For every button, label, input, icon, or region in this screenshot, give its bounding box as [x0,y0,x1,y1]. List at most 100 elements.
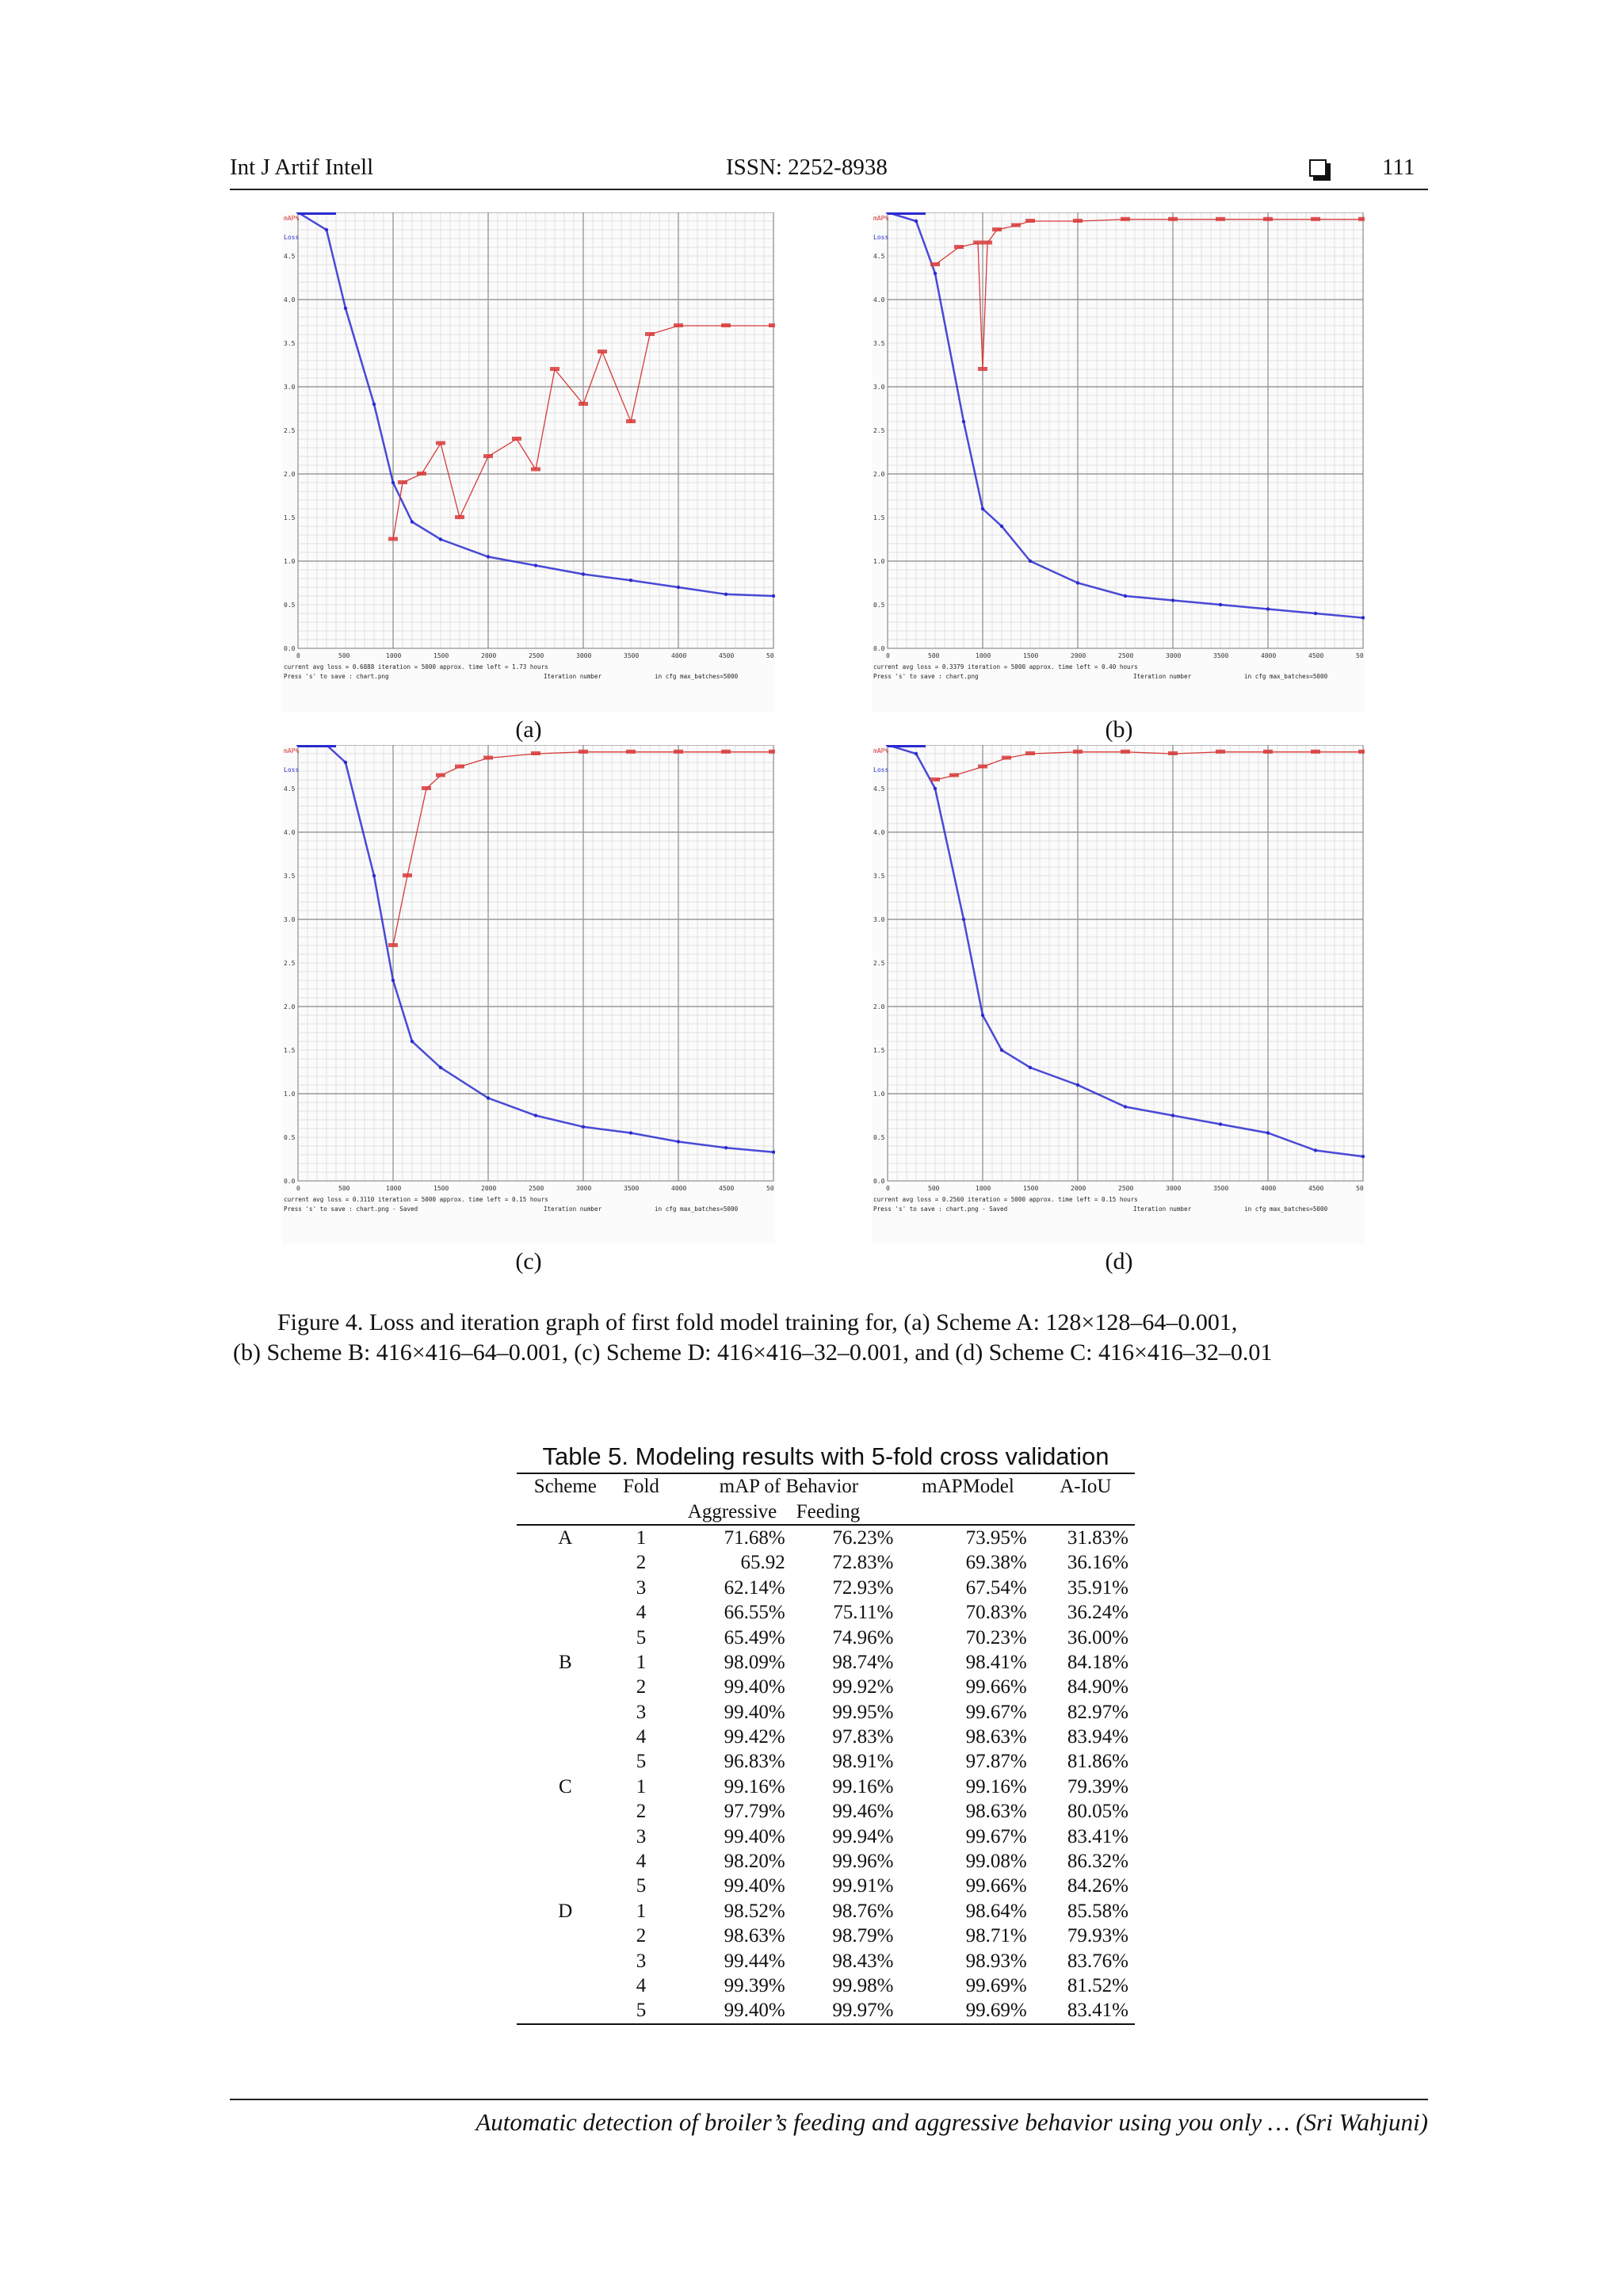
cell-scheme: B [558,1651,572,1673]
loss-point [296,212,300,215]
x-tick-label: 50 [766,652,774,659]
cell-map-model: 70.83% [965,1602,1027,1624]
map-point [598,350,607,353]
cell-fold: 2 [636,1801,647,1823]
map-point [978,764,987,769]
x-tick-label: 3000 [1166,1185,1181,1192]
table-row: 5 99.40% 99.91% 99.66% 84.26% [517,1874,1135,1898]
y-tick-label: 2.5 [284,960,296,967]
cell-aggressive: 99.42% [724,1726,785,1748]
cell-aggressive: 65.49% [724,1626,785,1648]
status-line: current avg loss = 0.6888 iteration = 50… [284,663,548,670]
cell-fold: 3 [636,1950,647,1972]
y-tick-label: 0.5 [873,1134,885,1141]
cell-aiou: 82.97% [1067,1701,1128,1723]
table-row: 5 99.40% 99.97% 99.69% 83.41% [517,1998,1135,2025]
x-axis-label: Iteration number [1133,673,1192,680]
y-tick-label: 1.0 [873,1091,885,1098]
x-tick-label: 3000 [576,1185,591,1192]
cell-feeding: 98.76% [832,1900,894,1922]
map-series-line [934,219,1363,370]
loss-series-line [298,745,774,1153]
running-header-issn: ISSN: 2252-8938 [726,155,888,180]
map-point [1121,749,1130,754]
top-bar [888,212,926,215]
status-line-save: Press 's' to save : chart.png - Saved [284,1205,418,1213]
y-tick-label: 4.0 [284,296,296,304]
x-axis-label: Iteration number [544,673,602,680]
x-tick-label: 1000 [386,1185,401,1192]
legend-loss: Loss [284,234,299,241]
cell-aggressive: 99.40% [724,1676,785,1698]
map-point [626,419,636,423]
cell-feeding: 72.83% [832,1552,894,1574]
cell-fold: 2 [636,1676,647,1698]
y-tick-label: 1.5 [284,514,296,521]
loss-point [391,978,395,983]
loss-point [999,1048,1004,1052]
training-chart-svg: mAP% Loss 0.0 0.5 1.0 1.5 2.0 2.5 3.0 3.5 4.0 4.5 0 5… [284,745,775,1213]
cell-scheme [517,1675,614,1699]
cell-scheme [517,1998,614,2025]
map-point [1311,216,1320,221]
header-map-behavior: mAP of Behavior [668,1472,910,1499]
x-tick-label: 1000 [386,652,401,659]
map-point [1011,223,1021,227]
cell-fold: 4 [636,1975,647,1996]
loss-point [914,219,918,223]
header-scheme: Scheme [517,1472,614,1499]
loss-point [324,745,329,747]
cell-aggressive: 98.63% [724,1925,785,1947]
y-tick-label: 4.5 [284,253,296,260]
map-point [978,367,987,371]
map-point [1073,219,1083,223]
cell-fold: 5 [636,1875,647,1897]
cell-fold: 1 [636,1651,647,1673]
loss-point [1123,1105,1128,1109]
map-point [1002,755,1011,760]
cell-aiou: 84.26% [1067,1875,1128,1897]
loss-point [933,271,938,276]
cell-map-model: 99.66% [965,1875,1027,1897]
map-point [645,332,655,336]
cell-map-model: 69.38% [965,1552,1027,1574]
y-tick-label: 1.5 [284,1047,296,1054]
cell-fold: 1 [636,1526,647,1549]
cell-scheme [517,1924,614,1948]
map-point [455,515,464,519]
cell-fold: 4 [636,1851,647,1873]
table-row: 3 99.40% 99.95% 99.67% 82.97% [517,1700,1135,1725]
x-tick-label: 1500 [1023,1185,1038,1192]
map-point [403,873,412,877]
x-tick-label: 2500 [1118,652,1133,659]
map-point [930,777,940,781]
x-tick-label: 0 [296,652,300,659]
x-tick-label: 1500 [433,652,449,659]
page-number: 111 [1382,155,1415,180]
x-tick-label: 4000 [671,652,686,659]
cell-aiou: 81.52% [1067,1975,1128,1996]
table-row: D 1 98.52% 98.76% 98.64% 85.58% [517,1899,1135,1924]
x-tick-label: 1500 [433,1185,449,1192]
y-tick-label: 3.0 [284,916,296,923]
table-row: 4 99.39% 99.98% 99.69% 81.52% [517,1973,1135,1998]
loss-point [961,917,966,922]
cell-feeding: 97.83% [832,1726,894,1748]
panel-label-c: (c) [515,1248,542,1274]
table-row: 4 66.55% 75.11% 70.83% 36.24% [517,1600,1135,1625]
y-tick-label: 2.5 [284,427,296,434]
x-tick-label: 2500 [529,652,544,659]
cell-scheme: D [558,1900,573,1922]
status-line-save: Press 's' to save : chart.png [284,673,389,680]
map-point [983,240,992,245]
loss-point [676,1140,681,1144]
map-point [769,323,775,327]
cell-aggressive: 97.79% [724,1801,785,1823]
loss-point [885,212,890,215]
x-tick-label: 2000 [1071,652,1086,659]
x-tick-label: 1000 [976,1185,991,1192]
y-tick-label: 4.5 [873,785,885,793]
table-row: 2 65.92 72.83% 69.38% 36.16% [517,1550,1135,1575]
cell-feeding: 72.93% [832,1576,894,1599]
cell-feeding: 99.46% [832,1801,894,1823]
